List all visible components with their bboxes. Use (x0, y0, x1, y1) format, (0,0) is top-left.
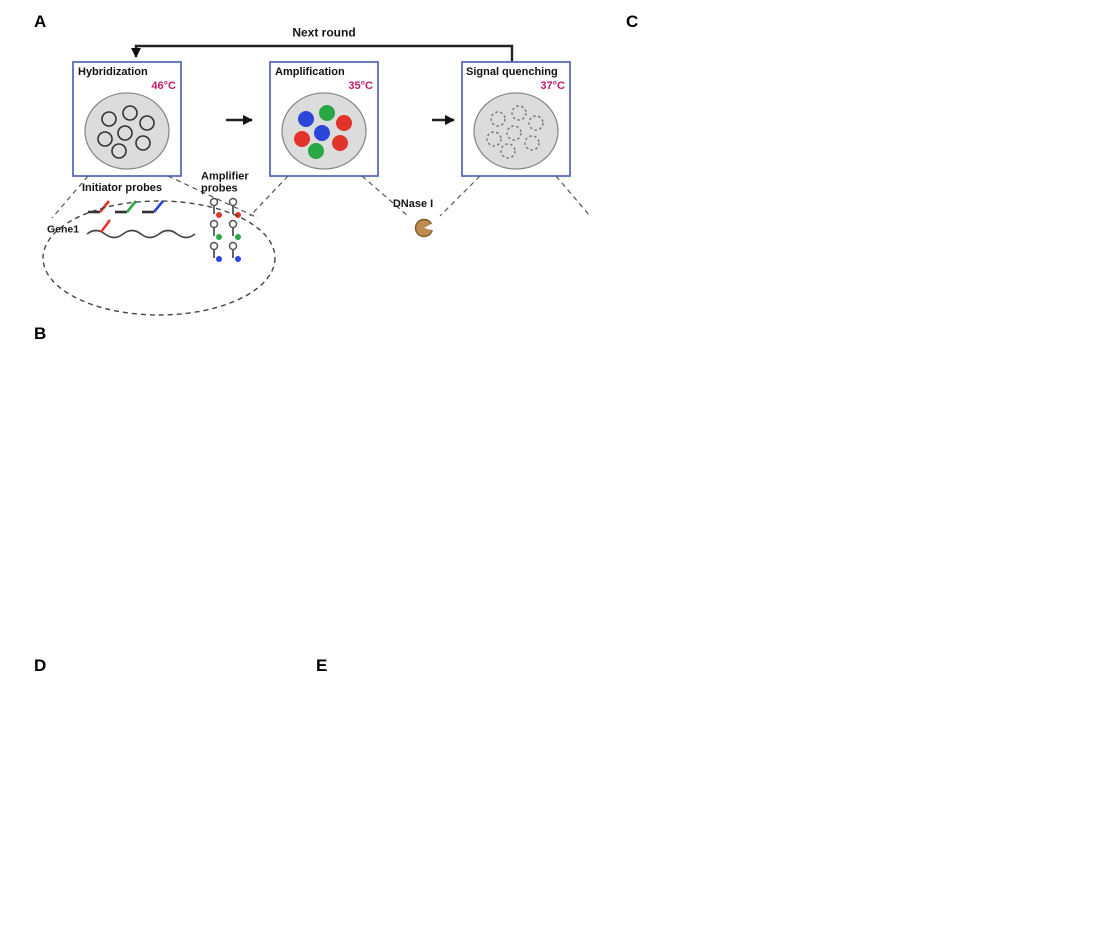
dnase-mouth (424, 222, 435, 231)
zoom-connector (439, 175, 481, 217)
sample-ellipse (473, 92, 559, 170)
amplified-cell (336, 115, 352, 131)
quenched-cell (506, 125, 522, 141)
quenched-cell (500, 143, 516, 159)
amplified-cell (308, 143, 324, 159)
hairpin-loop (209, 197, 219, 207)
quenched-cell (528, 115, 544, 131)
unlabeled-cell (101, 111, 117, 127)
initiator-probe-arm (98, 200, 111, 213)
unlabeled-cell (117, 125, 133, 141)
hairpin-fluorophore (216, 212, 222, 218)
gene-scene-ellipse (42, 200, 276, 316)
hairpin-fluorophore (235, 234, 241, 240)
quenched-cell (511, 105, 527, 121)
quenched-cell (524, 135, 540, 151)
hairpin-loop (209, 241, 219, 251)
hairpin-loop (209, 219, 219, 229)
zoom-connector (167, 175, 259, 219)
amplified-cell (298, 111, 314, 127)
hairpin-fluorophore (216, 234, 222, 240)
zoom-connector (361, 175, 409, 217)
unlabeled-cell (139, 115, 155, 131)
amplified-cell (314, 125, 330, 141)
bound-initiator-probe (99, 219, 112, 233)
initiator-probe-arm (152, 200, 165, 213)
zoom-connector (51, 175, 89, 219)
unlabeled-cell (97, 131, 113, 147)
amplified-cell (332, 135, 348, 151)
sample-ellipse (84, 92, 170, 170)
hairpin-loop (228, 197, 238, 207)
quenched-cell (486, 131, 502, 147)
hairpin-fluorophore (216, 256, 222, 262)
zoom-connector (249, 175, 289, 217)
unlabeled-cell (135, 135, 151, 151)
unlabeled-cell (122, 105, 138, 121)
quenched-cell (490, 111, 506, 127)
zoom-connector (555, 175, 591, 217)
amplified-cell (294, 131, 310, 147)
initiator-probe-arm (125, 200, 138, 213)
unlabeled-cell (111, 143, 127, 159)
mrna-line (86, 229, 196, 239)
hairpin-loop (228, 219, 238, 229)
hairpin-fluorophore (235, 256, 241, 262)
hairpin-loop (228, 241, 238, 251)
amplified-cell (319, 105, 335, 121)
hairpin-fluorophore (235, 212, 241, 218)
next-round-arrow (131, 44, 514, 62)
